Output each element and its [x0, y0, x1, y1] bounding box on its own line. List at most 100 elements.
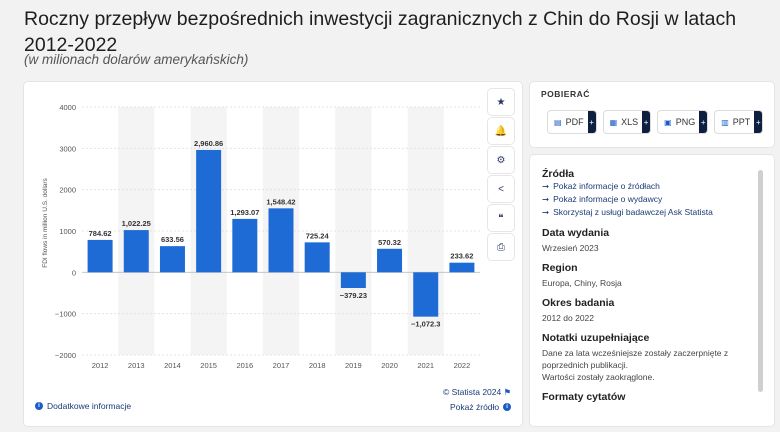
data-label: 784.62: [89, 229, 112, 238]
x-tick-label: 2015: [200, 361, 217, 370]
x-tick-label: 2014: [164, 361, 181, 370]
bar-2016: [232, 218, 258, 273]
share-icon: <: [498, 183, 504, 195]
x-tick-label: 2016: [236, 361, 253, 370]
source-link-label: Pokaż informacje o wydawcy: [553, 194, 663, 204]
y-tick-label: 1000: [59, 227, 76, 236]
source-link-ask-statista[interactable]: ➞ Skorzystaj z usługi badawczej Ask Stati…: [542, 206, 752, 219]
y-tick-label: 2000: [59, 186, 76, 195]
plus-icon: +: [699, 111, 708, 133]
more-info-link[interactable]: i Dodatkowe informacje: [35, 401, 131, 411]
settings-button[interactable]: ⚙: [488, 147, 514, 173]
download-xls-label: XLS: [621, 117, 639, 127]
info-card: [530, 155, 774, 426]
column-band: [335, 107, 372, 355]
xls-icon: ▦: [609, 117, 618, 127]
data-label: 1,548.42: [266, 197, 295, 206]
info-scrollbar[interactable]: [758, 170, 763, 392]
x-tick-label: 2019: [345, 361, 362, 370]
data-label: −379.23: [340, 291, 367, 300]
page-title: Roczny przepływ bezpośrednich inwestycji…: [24, 8, 737, 56]
region-title: Region: [542, 262, 578, 274]
notes-value: Dane za lata wcześniejsze zostały zaczer…: [542, 348, 729, 370]
bar-2012: [87, 239, 113, 273]
plus-icon: +: [587, 111, 596, 133]
data-label: 1,293.07: [230, 208, 259, 217]
x-tick-label: 2017: [273, 361, 290, 370]
source-link-label: Skorzystaj z usługi badawczej Ask Statis…: [553, 207, 713, 217]
y-tick-label: −2000: [55, 351, 76, 360]
cite-button[interactable]: ❝: [488, 205, 514, 231]
notes-value-rounded: Wartości zostały zaokrąglone.: [542, 372, 655, 382]
gear-icon: ⚙: [496, 154, 506, 166]
download-xls-button[interactable]: ▦ XLS +: [603, 111, 651, 133]
show-source-link[interactable]: Pokaż źródło i: [450, 402, 512, 412]
ppt-icon: ▥: [721, 117, 729, 127]
arrow-icon: ➞: [542, 207, 550, 217]
download-buttons: ▤ PDF + ▦ XLS + ▣ PNG + ▥ PPT +: [548, 111, 763, 133]
download-pdf-button[interactable]: ▤ PDF +: [548, 111, 596, 133]
notification-button[interactable]: 🔔: [488, 118, 514, 144]
plus-icon: +: [642, 111, 651, 133]
flag-icon: ⚑: [503, 387, 512, 397]
arrow-icon: ➞: [542, 194, 550, 204]
plus-icon: +: [754, 111, 763, 133]
data-label: 570.32: [378, 238, 401, 247]
page-subtitle: (w milionach dolarów amerykańskich): [24, 52, 249, 67]
notes-title: Notatki uzupełniające: [542, 332, 650, 344]
show-source-label: Pokaż źródło: [450, 402, 500, 412]
chart-toolbar: ★ 🔔 ⚙ < ❝ ⎙: [488, 89, 514, 263]
data-label: 725.24: [306, 231, 330, 240]
star-icon: ★: [496, 96, 506, 108]
x-tick-label: 2018: [309, 361, 326, 370]
survey-period-title: Okres badania: [542, 297, 615, 309]
bar-2017: [268, 208, 294, 273]
bar-2015: [196, 149, 222, 273]
download-title: POBIERAĆ: [541, 89, 590, 99]
share-button[interactable]: <: [488, 176, 514, 202]
favorite-button[interactable]: ★: [488, 89, 514, 115]
x-tick-label: 2022: [454, 361, 471, 370]
bar-2018: [304, 242, 330, 273]
data-label: 2,960.86: [194, 139, 223, 148]
data-label: 1,022.25: [122, 219, 151, 228]
release-date-title: Data wydania: [542, 227, 610, 239]
bell-icon: 🔔: [494, 125, 508, 137]
y-tick-label: 3000: [59, 144, 76, 153]
more-info-label: Dodatkowe informacje: [47, 401, 132, 411]
sources-title: Źródła: [542, 168, 575, 180]
y-tick-label: 4000: [59, 103, 76, 112]
download-pdf-label: PDF: [565, 117, 584, 127]
print-button[interactable]: ⎙: [488, 234, 514, 260]
source-link-label: Pokaż informacje o źródłach: [553, 181, 660, 191]
download-png-button[interactable]: ▣ PNG +: [658, 111, 708, 133]
source-link-sources[interactable]: ➞ Pokaż informacje o źródłach: [542, 180, 752, 193]
x-tick-label: 2012: [92, 361, 109, 370]
data-label: 633.56: [161, 235, 184, 244]
info-icon: i: [503, 403, 512, 411]
download-png-label: PNG: [675, 117, 696, 127]
y-axis-label: FDI flows in million U.S. dollars: [42, 177, 49, 267]
arrow-icon: ➞: [542, 181, 550, 191]
png-icon: ▣: [664, 117, 672, 127]
x-tick-label: 2020: [381, 361, 398, 370]
bar-2013: [123, 230, 149, 273]
x-tick-label: 2013: [128, 361, 145, 370]
source-link-publisher[interactable]: ➞ Pokaż informacje o wydawcy: [542, 193, 752, 206]
bar-chart: 4000 3000 2000 1000 0 −1000 −2000 FDI flows in …: [42, 103, 480, 370]
data-label: −1,072.3: [411, 320, 440, 329]
info-panel: Źródła ➞ Pokaż informacje o źródłach ➞ Pok…: [542, 168, 752, 411]
y-tick-label: 0: [72, 268, 76, 277]
x-tick-label: 2021: [417, 361, 434, 370]
download-ppt-button[interactable]: ▥ PPT +: [715, 111, 763, 133]
bar-2014: [159, 246, 185, 273]
bar-2022: [449, 262, 475, 273]
quote-icon: ❝: [498, 212, 504, 224]
bar-2021: [413, 272, 439, 317]
data-label: 233.62: [450, 252, 473, 261]
copyright-link[interactable]: © Statista 2024 ⚑: [443, 387, 511, 398]
print-icon: ⎙: [497, 241, 505, 253]
region-value: Europa, Chiny, Rosja: [542, 278, 622, 288]
info-icon: i: [35, 402, 43, 410]
pdf-icon: ▤: [554, 117, 562, 127]
